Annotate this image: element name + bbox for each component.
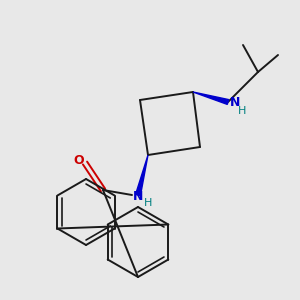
Text: O: O [74,154,84,167]
Text: H: H [238,106,246,116]
Polygon shape [193,92,229,104]
Text: N: N [133,190,143,203]
Text: N: N [230,97,240,110]
Text: H: H [144,198,152,208]
Polygon shape [136,155,148,196]
